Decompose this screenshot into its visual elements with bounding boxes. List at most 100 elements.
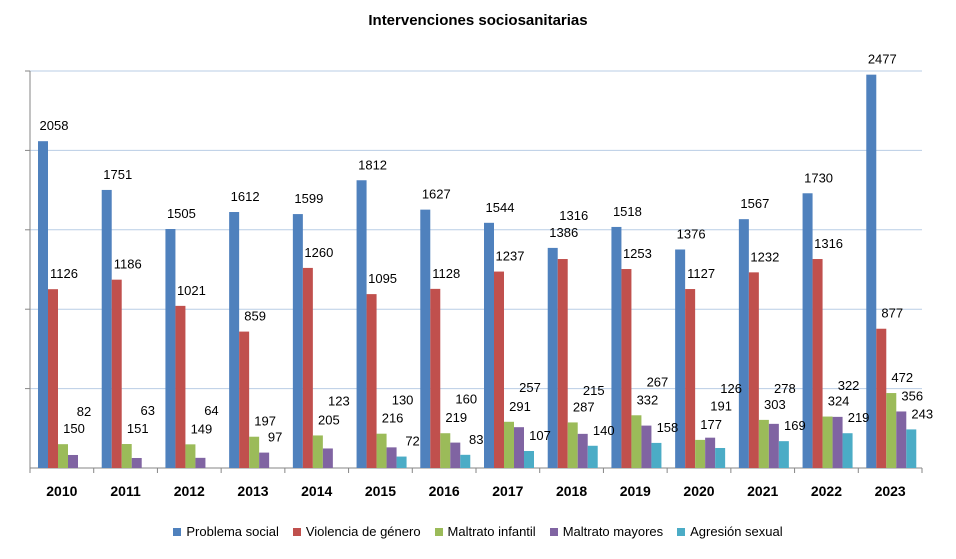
data-label: 1316 [559, 208, 588, 223]
bar-violencia-de-género [748, 272, 759, 468]
bar-problema-social [547, 247, 558, 468]
data-label: 1518 [613, 204, 642, 219]
x-tick-label: 2016 [429, 483, 460, 499]
data-label: 219 [445, 410, 467, 425]
data-label: 1095 [368, 271, 397, 286]
bar-maltrato-mayores [832, 416, 843, 468]
data-label: 267 [647, 375, 669, 390]
data-label: 1751 [103, 167, 132, 182]
x-tick-label: 2019 [620, 483, 651, 499]
bar-maltrato-infantil [504, 421, 514, 468]
bar-problema-social [738, 219, 749, 468]
data-label: 219 [848, 410, 870, 425]
legend-label: Maltrato infantil [447, 524, 536, 539]
bar-agresión-sexual [651, 442, 662, 468]
data-label: 150 [63, 421, 85, 436]
x-tick-label: 2022 [811, 483, 842, 499]
data-label: 205 [318, 412, 340, 427]
data-label: 243 [911, 406, 933, 421]
bar-maltrato-mayores [705, 437, 716, 468]
legend-label: Agresión sexual [690, 524, 783, 539]
data-label: 149 [191, 421, 213, 436]
x-tick-label: 2018 [556, 483, 587, 499]
data-label: 1730 [804, 170, 833, 185]
legend-label: Maltrato mayores [562, 524, 664, 539]
data-label: 1612 [231, 189, 260, 204]
data-label: 1544 [486, 200, 515, 215]
bar-maltrato-mayores [768, 423, 779, 468]
data-label: 97 [268, 430, 282, 445]
data-label: 63 [140, 403, 154, 418]
data-label: 356 [901, 388, 923, 403]
legend-swatch [292, 527, 301, 536]
bar-maltrato-mayores [450, 442, 461, 468]
data-label: 1021 [177, 283, 206, 298]
data-label: 287 [573, 399, 595, 414]
data-label: 1253 [623, 246, 652, 261]
x-tick-label: 2013 [237, 483, 268, 499]
x-tick-label: 2020 [683, 483, 714, 499]
bar-maltrato-infantil [886, 393, 897, 468]
bar-maltrato-mayores [641, 425, 652, 468]
bar-maltrato-infantil [695, 439, 706, 468]
bar-problema-social [675, 249, 686, 468]
data-label: 1627 [422, 187, 451, 202]
legend-swatch [434, 527, 443, 536]
data-label: 158 [657, 420, 679, 435]
bar-violencia-de-género [175, 305, 186, 468]
legend-item: Violencia de género [292, 524, 421, 539]
x-tick-label: 2011 [110, 483, 141, 499]
bar-agresión-sexual [587, 445, 598, 468]
data-label: 877 [881, 306, 903, 321]
data-label: 303 [764, 397, 786, 412]
data-label: 278 [774, 381, 796, 396]
x-tick-label: 2017 [492, 483, 523, 499]
data-label: 1237 [496, 249, 525, 264]
data-label: 1127 [687, 266, 715, 281]
data-label: 177 [700, 417, 722, 432]
data-label: 1376 [677, 226, 706, 241]
bar-maltrato-infantil [631, 415, 642, 468]
bar-maltrato-infantil [758, 419, 769, 468]
bar-problema-social [292, 214, 303, 468]
data-label: 215 [583, 383, 605, 398]
bar-agresión-sexual [842, 433, 853, 468]
bar-violencia-de-género [48, 289, 58, 468]
data-label: 1386 [549, 225, 578, 240]
data-label: 322 [838, 378, 860, 393]
bar-problema-social [484, 222, 494, 468]
data-label: 107 [529, 428, 551, 443]
bar-maltrato-infantil [312, 435, 323, 468]
legend-swatch [549, 527, 558, 536]
bar-maltrato-infantil [440, 433, 451, 468]
bar-maltrato-mayores [514, 427, 524, 468]
bar-violencia-de-género [111, 279, 122, 468]
bar-problema-social [101, 189, 112, 468]
data-label: 82 [77, 404, 91, 419]
data-label: 1812 [358, 157, 387, 172]
data-label: 83 [469, 432, 483, 447]
bar-maltrato-infantil [822, 416, 833, 468]
data-label: 1316 [814, 236, 843, 251]
legend-item: Maltrato infantil [434, 524, 536, 539]
bar-maltrato-mayores [322, 448, 333, 468]
bar-violencia-de-género [621, 269, 632, 468]
data-label: 72 [405, 434, 419, 449]
data-label: 216 [382, 411, 404, 426]
legend-item: Maltrato mayores [549, 524, 664, 539]
bar-problema-social [38, 141, 48, 468]
data-label: 169 [784, 418, 806, 433]
bar-maltrato-mayores [68, 454, 78, 468]
bar-violencia-de-género [302, 267, 313, 468]
bar-violencia-de-género [366, 294, 377, 468]
legend: Problema social Violencia de género Maltra… [0, 524, 956, 539]
data-label: 1126 [50, 266, 78, 281]
data-label: 197 [254, 414, 276, 429]
bar-maltrato-mayores [195, 457, 206, 468]
data-label: 1232 [750, 249, 779, 264]
bar-agresión-sexual [524, 451, 534, 468]
x-tick-label: 2010 [46, 483, 77, 499]
data-label: 324 [828, 394, 850, 409]
data-label: 123 [328, 393, 350, 408]
